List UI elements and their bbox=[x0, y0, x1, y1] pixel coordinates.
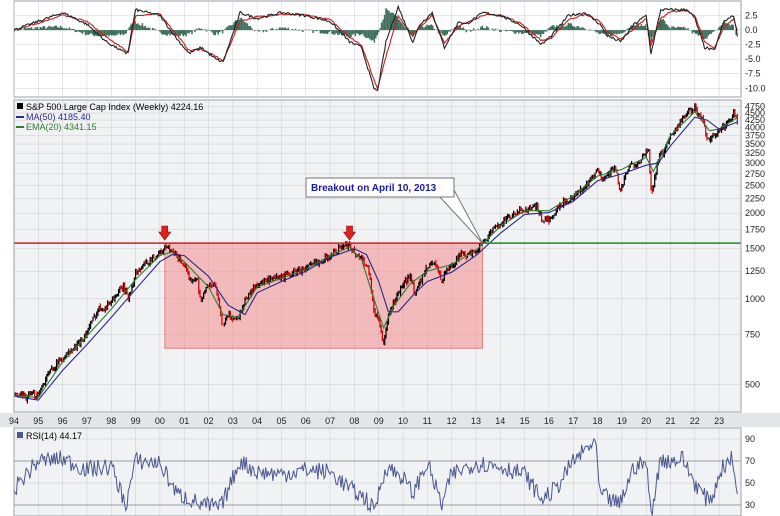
x-tick-label: 09 bbox=[374, 416, 384, 426]
x-tick-label: 95 bbox=[33, 416, 43, 426]
x-tick-label: 06 bbox=[301, 416, 311, 426]
x-tick-label: 99 bbox=[131, 416, 141, 426]
price-bars bbox=[14, 103, 738, 404]
x-axis-ticks: 94 95 96 97 98 99 00 01 02 03 04 05 06 07 08 09 10 11 12 13… bbox=[9, 416, 724, 426]
rsi-line bbox=[14, 437, 738, 516]
x-tick-label: 04 bbox=[252, 416, 262, 426]
price-tick-label: 3000 bbox=[745, 158, 765, 168]
price-tick-label: 4750 bbox=[745, 101, 765, 111]
rsi-tick-label: 50 bbox=[745, 478, 755, 488]
x-tick-label: 21 bbox=[665, 416, 675, 426]
price-tick-label: 2500 bbox=[745, 181, 765, 191]
legend-swatch-rsi bbox=[17, 432, 23, 438]
price-panel-frame bbox=[13, 99, 742, 413]
macd-tick-label: -2.5 bbox=[745, 40, 761, 50]
price-tick-label: 1500 bbox=[745, 244, 765, 254]
date-axis: 94 95 96 97 98 99 00 01 02 03 04 05 06 07 08 09 10 11 12 13… bbox=[0, 413, 780, 427]
x-tick-label: 12 bbox=[447, 416, 457, 426]
x-tick-label: 16 bbox=[544, 416, 554, 426]
price-tick-label: 4250 bbox=[745, 115, 765, 125]
macd-tick-label: -7.5 bbox=[745, 69, 761, 79]
x-tick-label: 00 bbox=[155, 416, 165, 426]
x-tick-label: 03 bbox=[228, 416, 238, 426]
rsi-line-layer bbox=[14, 437, 738, 516]
rsi-panel-frame bbox=[13, 427, 742, 516]
x-tick-label: 07 bbox=[325, 416, 335, 426]
ma50-line bbox=[14, 116, 738, 401]
breakout-callout: Breakout on April 10, 2013 bbox=[305, 177, 455, 198]
x-tick-label: 15 bbox=[520, 416, 530, 426]
price-lines bbox=[14, 110, 738, 401]
x-tick-label: 20 bbox=[641, 416, 651, 426]
legend-price: S&P 500 Large Cap Index (Weekly) 4224.16 bbox=[26, 102, 203, 112]
x-tick-label: 19 bbox=[617, 416, 627, 426]
price-tick-label: 3750 bbox=[745, 131, 765, 141]
legend-ma50: MA(50) 4185.40 bbox=[26, 112, 91, 122]
macd-y-axis: 2.5 0.0 -2.5 -5.0 -7.5 -10.0 bbox=[745, 11, 766, 94]
x-tick-label: 01 bbox=[179, 416, 189, 426]
x-tick-label: 94 bbox=[9, 416, 19, 426]
x-tick-label: 98 bbox=[106, 416, 116, 426]
annotation-layer bbox=[14, 189, 741, 244]
date-axis-strip bbox=[0, 413, 780, 427]
peak-arrow bbox=[158, 225, 172, 241]
macd-signal-line bbox=[14, 9, 738, 91]
rsi-tick-label: 30 bbox=[745, 500, 755, 510]
price-tick-label: 4000 bbox=[745, 123, 765, 133]
legend-ema20: EMA(20) 4341.15 bbox=[26, 122, 97, 132]
legend-swatch-price bbox=[17, 103, 23, 109]
peak-arrow bbox=[342, 225, 357, 241]
x-tick-label: 05 bbox=[276, 416, 286, 426]
price-tick-label: 1000 bbox=[745, 294, 765, 304]
callout-box bbox=[305, 177, 455, 198]
rsi-tick-label: 70 bbox=[745, 456, 755, 466]
x-tick-label: 02 bbox=[204, 416, 214, 426]
callout-pointer bbox=[439, 189, 483, 244]
macd-tick-label: -10.0 bbox=[745, 83, 766, 93]
price-tick-label: 3500 bbox=[745, 139, 765, 149]
macd-tick-label: -5.0 bbox=[745, 54, 761, 64]
price-tick-label: 500 bbox=[745, 379, 760, 389]
x-tick-label: 22 bbox=[690, 416, 700, 426]
x-tick-label: 18 bbox=[593, 416, 603, 426]
rsi-y-axis: 90 70 50 30 bbox=[745, 434, 755, 510]
macd-grid bbox=[13, 1, 741, 97]
x-tick-label: 97 bbox=[82, 416, 92, 426]
x-tick-label: 08 bbox=[349, 416, 359, 426]
rsi-tick-label: 90 bbox=[745, 434, 755, 444]
x-tick-label: 13 bbox=[471, 416, 481, 426]
x-tick-label: 96 bbox=[58, 416, 68, 426]
price-tick-label: 4500 bbox=[745, 108, 765, 118]
ema20-line bbox=[14, 110, 738, 399]
x-tick-label: 23 bbox=[714, 416, 724, 426]
callout-text: Breakout on April 10, 2013 bbox=[311, 183, 437, 194]
price-tick-label: 2000 bbox=[745, 208, 765, 218]
price-legend: S&P 500 Large Cap Index (Weekly) 4224.16… bbox=[16, 102, 203, 132]
price-tick-label: 1250 bbox=[745, 266, 765, 276]
macd-panel: 2.5 0.0 -2.5 -5.0 -7.5 -10.0 bbox=[13, 0, 766, 98]
x-tick-label: 17 bbox=[568, 416, 578, 426]
macd-lines bbox=[14, 4, 738, 92]
price-tick-label: 3250 bbox=[745, 148, 765, 158]
macd-tick-label: 2.5 bbox=[745, 11, 758, 21]
x-tick-label: 11 bbox=[423, 416, 432, 426]
price-tick-label: 1750 bbox=[745, 225, 765, 235]
price-tick-label: 750 bbox=[745, 329, 760, 339]
macd-tick-label: 0.0 bbox=[745, 25, 758, 35]
rsi-legend: RSI(14) 44.17 bbox=[26, 431, 82, 441]
price-tick-label: 2750 bbox=[745, 169, 765, 179]
x-tick-label: 10 bbox=[398, 416, 408, 426]
rsi-panel: 90 70 50 30 RSI(14) 44.17 bbox=[13, 427, 755, 516]
price-tick-label: 2250 bbox=[745, 194, 765, 204]
x-tick-label: 14 bbox=[495, 416, 505, 426]
macd-line bbox=[14, 4, 738, 92]
